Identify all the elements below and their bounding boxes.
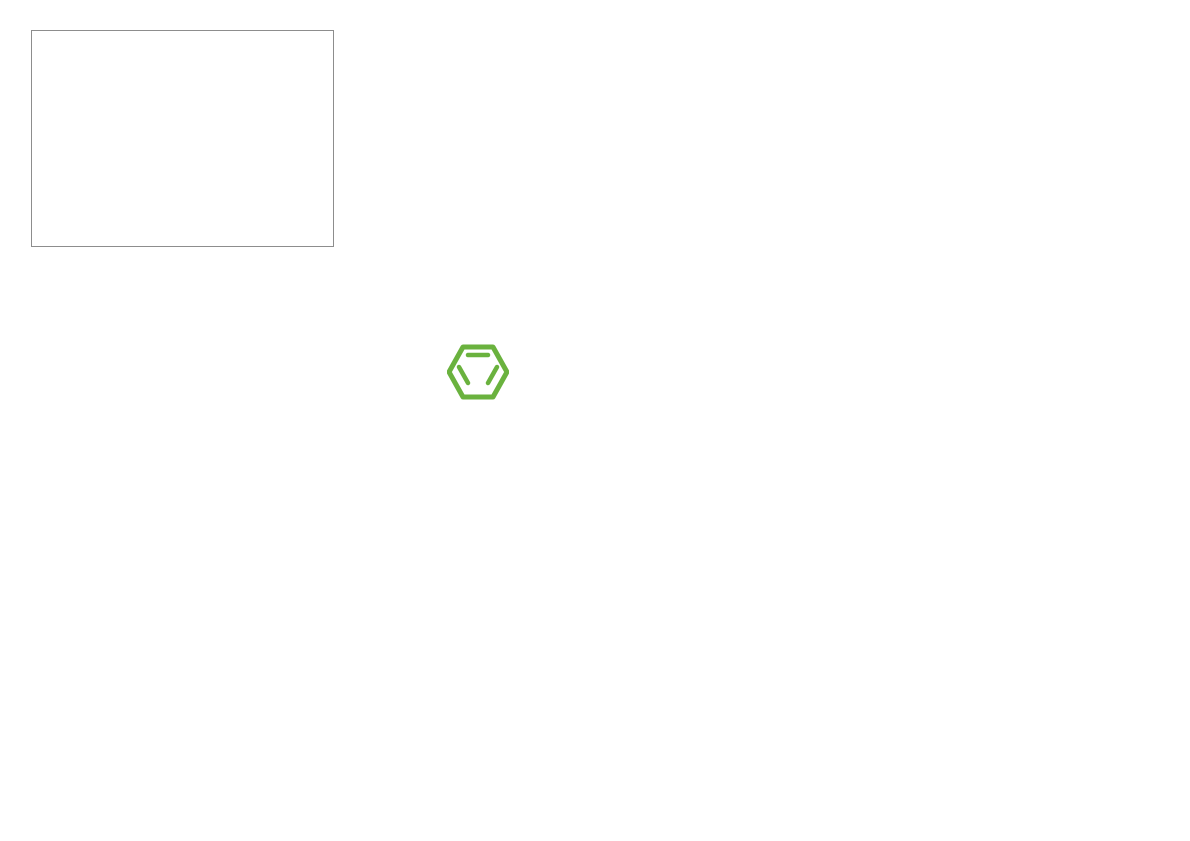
parameter-table <box>31 30 334 247</box>
